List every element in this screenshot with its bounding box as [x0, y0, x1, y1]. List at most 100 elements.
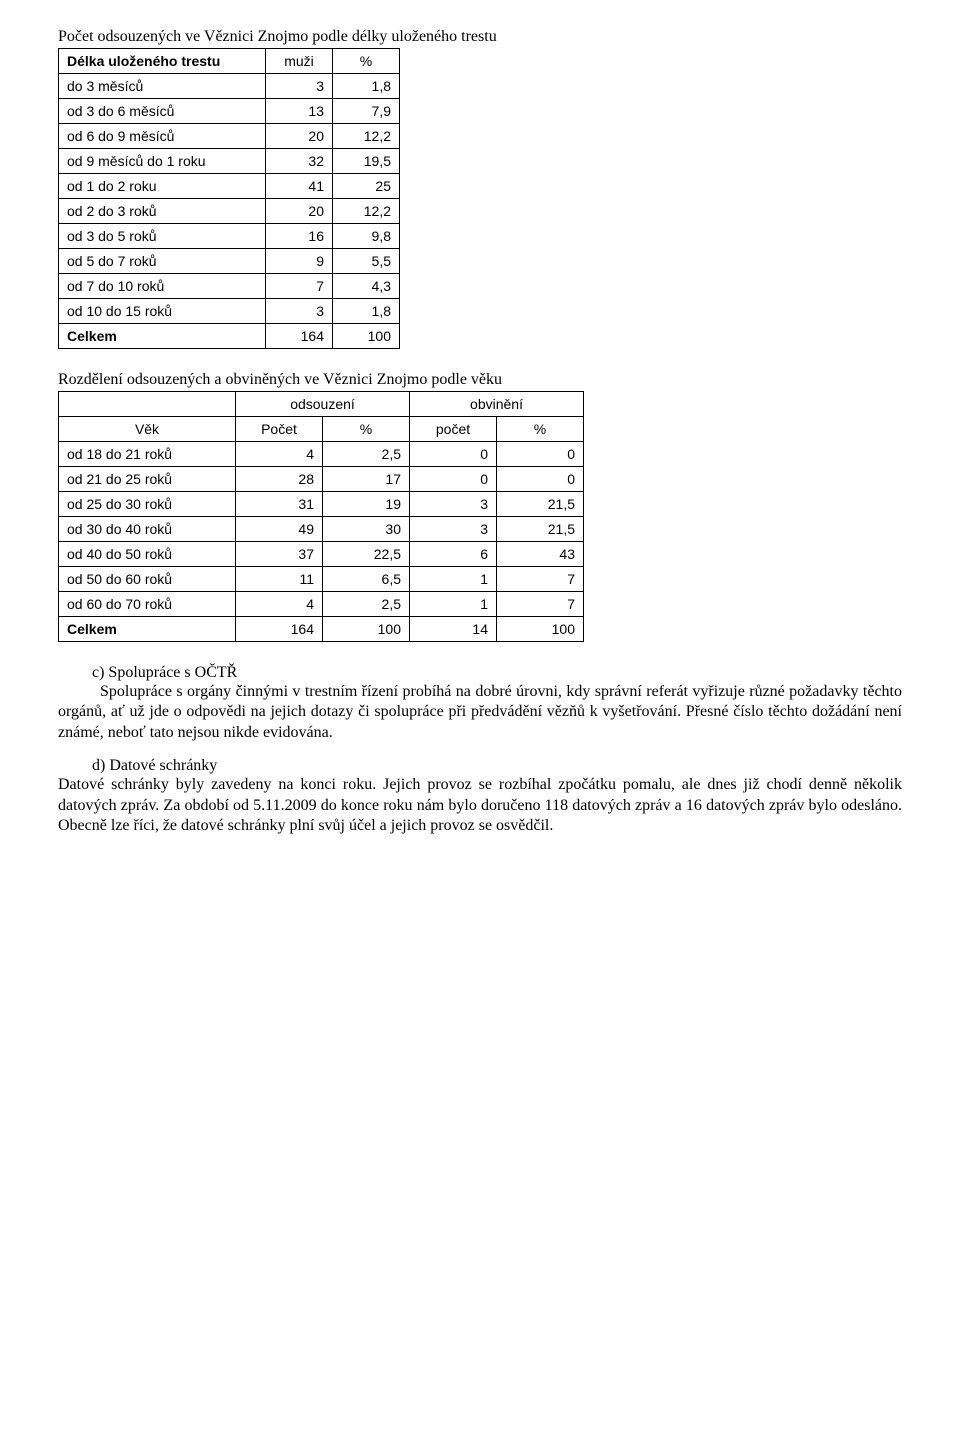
table1-cell-muzi: 32 [266, 149, 333, 174]
table2-cell-label: od 50 do 60 roků [59, 567, 236, 592]
table2-row: od 25 do 30 roků3119321,5 [59, 492, 584, 517]
table1-row: do 3 měsíců31,8 [59, 74, 400, 99]
section-c-text: Spolupráce s orgány činnými v trestním ř… [58, 682, 902, 743]
table2-group-odsouzeni: odsouzení [236, 392, 410, 417]
table2-cell-c: 0 [410, 467, 497, 492]
table1-row: od 9 měsíců do 1 roku3219,5 [59, 149, 400, 174]
table2-title: Rozdělení odsouzených a obviněných ve Vě… [58, 371, 902, 389]
table1-row: od 10 do 15 roků31,8 [59, 299, 400, 324]
table1-cell-muzi: 41 [266, 174, 333, 199]
table2-cell-label: od 21 do 25 roků [59, 467, 236, 492]
section-c-heading: c) Spolupráce s OČTŘ [92, 664, 902, 682]
table2-cell-c: 3 [410, 492, 497, 517]
table2-header-c2: Počet [236, 417, 323, 442]
table2-cell-label: od 30 do 40 roků [59, 517, 236, 542]
table1-row: od 1 do 2 roku4125 [59, 174, 400, 199]
table1-cell-muzi: 13 [266, 99, 333, 124]
table1-cell-label: od 10 do 15 roků [59, 299, 266, 324]
table1-cell-label: od 1 do 2 roku [59, 174, 266, 199]
table1-cell-muzi: 7 [266, 274, 333, 299]
table1-total-row: Celkem 164 100 [59, 324, 400, 349]
table2-cell-a: 4 [236, 592, 323, 617]
table2-group-obvineni: obvinění [410, 392, 584, 417]
table2-cell-a: 37 [236, 542, 323, 567]
table1-cell-label: od 2 do 3 roků [59, 199, 266, 224]
table2-cell-b: 6,5 [323, 567, 410, 592]
table2-header-c5: % [497, 417, 584, 442]
table1-cell-label: od 7 do 10 roků [59, 274, 266, 299]
table2-cell-b: 30 [323, 517, 410, 542]
table1-total-pct: 100 [333, 324, 400, 349]
table1-cell-label: od 3 do 5 roků [59, 224, 266, 249]
table2-cell-c: 6 [410, 542, 497, 567]
table1-cell-pct: 1,8 [333, 299, 400, 324]
table1: Délka uloženého trestu muži % do 3 měsíc… [58, 48, 400, 349]
table2-row: od 18 do 21 roků42,500 [59, 442, 584, 467]
table1-header-row: Délka uloženého trestu muži % [59, 49, 400, 74]
table2-cell-c: 0 [410, 442, 497, 467]
table1-cell-muzi: 16 [266, 224, 333, 249]
table1-cell-pct: 12,2 [333, 199, 400, 224]
table2-cell-c: 1 [410, 567, 497, 592]
table2-cell-b: 17 [323, 467, 410, 492]
table1-total-muzi: 164 [266, 324, 333, 349]
table1-cell-pct: 25 [333, 174, 400, 199]
section-d-heading: d) Datové schránky [92, 757, 902, 775]
table2-cell-a: 49 [236, 517, 323, 542]
table2-header-c4: počet [410, 417, 497, 442]
table1-cell-muzi: 9 [266, 249, 333, 274]
table2: odsouzení obvinění Věk Počet % počet % o… [58, 391, 584, 642]
table2-cell-a: 28 [236, 467, 323, 492]
table2-cell-d: 7 [497, 567, 584, 592]
table2-cell-c: 3 [410, 517, 497, 542]
table2-total-d: 100 [497, 617, 584, 642]
table1-row: od 2 do 3 roků2012,2 [59, 199, 400, 224]
table2-cell-c: 1 [410, 592, 497, 617]
table1-row: od 5 do 7 roků95,5 [59, 249, 400, 274]
table2-cell-b: 19 [323, 492, 410, 517]
section-d-text: Datové schránky byly zavedeny na konci r… [58, 775, 902, 836]
table2-total-c: 14 [410, 617, 497, 642]
table1-cell-pct: 12,2 [333, 124, 400, 149]
table1-cell-pct: 4,3 [333, 274, 400, 299]
table2-cell-label: od 40 do 50 roků [59, 542, 236, 567]
table2-total-a: 164 [236, 617, 323, 642]
table2-cell-d: 21,5 [497, 492, 584, 517]
table1-cell-label: od 3 do 6 měsíců [59, 99, 266, 124]
table2-cell-d: 21,5 [497, 517, 584, 542]
table2-header-c3: % [323, 417, 410, 442]
table1-cell-muzi: 3 [266, 299, 333, 324]
table1-cell-pct: 9,8 [333, 224, 400, 249]
table1-cell-pct: 7,9 [333, 99, 400, 124]
table2-row: od 21 do 25 roků281700 [59, 467, 584, 492]
table2-group-header-row: odsouzení obvinění [59, 392, 584, 417]
table1-row: od 6 do 9 měsíců2012,2 [59, 124, 400, 149]
table2-cell-b: 2,5 [323, 592, 410, 617]
table1-cell-label: od 9 měsíců do 1 roku [59, 149, 266, 174]
table2-total-label: Celkem [59, 617, 236, 642]
table2-header-c1: Věk [59, 417, 236, 442]
table2-cell-b: 2,5 [323, 442, 410, 467]
table2-cell-d: 43 [497, 542, 584, 567]
table2-cell-d: 0 [497, 467, 584, 492]
table1-title: Počet odsouzených ve Věznici Znojmo podl… [58, 28, 902, 46]
table2-cell-label: od 18 do 21 roků [59, 442, 236, 467]
table2-row: od 60 do 70 roků42,517 [59, 592, 584, 617]
table2-row: od 40 do 50 roků3722,5643 [59, 542, 584, 567]
table2-cell-d: 7 [497, 592, 584, 617]
table1-header-c3: % [333, 49, 400, 74]
table1-total-label: Celkem [59, 324, 266, 349]
table1-cell-label: od 5 do 7 roků [59, 249, 266, 274]
table2-cell-b: 22,5 [323, 542, 410, 567]
table1-cell-muzi: 20 [266, 124, 333, 149]
table2-row: od 50 do 60 roků116,517 [59, 567, 584, 592]
table1-cell-pct: 19,5 [333, 149, 400, 174]
table2-cell-a: 4 [236, 442, 323, 467]
table1-cell-label: do 3 měsíců [59, 74, 266, 99]
table2-header-row: Věk Počet % počet % [59, 417, 584, 442]
table1-row: od 7 do 10 roků74,3 [59, 274, 400, 299]
table1-row: od 3 do 6 měsíců137,9 [59, 99, 400, 124]
table2-cell-d: 0 [497, 442, 584, 467]
table1-cell-muzi: 3 [266, 74, 333, 99]
table1-cell-muzi: 20 [266, 199, 333, 224]
